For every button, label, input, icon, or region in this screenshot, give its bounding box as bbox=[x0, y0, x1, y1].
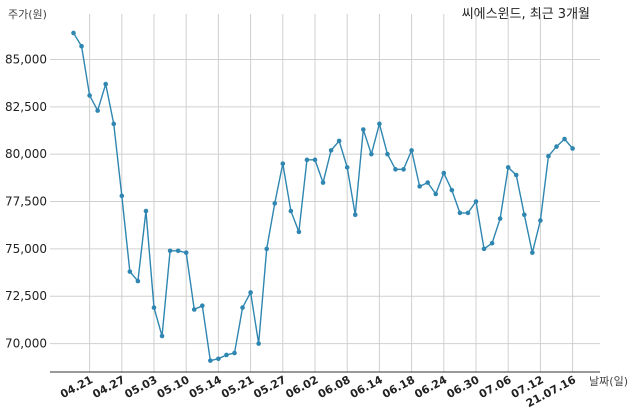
data-point bbox=[135, 278, 141, 284]
data-point bbox=[256, 341, 261, 346]
data-point bbox=[224, 352, 229, 358]
data-point bbox=[175, 248, 181, 254]
data-point bbox=[344, 165, 350, 170]
data-point bbox=[272, 201, 278, 206]
x-tick-label: 05.27 bbox=[251, 373, 288, 401]
x-tick-label: 04.27 bbox=[90, 373, 127, 401]
data-point bbox=[441, 170, 447, 176]
price-series-line bbox=[72, 32, 574, 362]
y-tick-label: 80,000 bbox=[5, 147, 47, 161]
x-axis-label: 날짜(일) bbox=[589, 374, 628, 388]
data-point bbox=[280, 161, 286, 166]
data-point bbox=[409, 148, 414, 153]
data-point bbox=[369, 151, 374, 157]
data-point bbox=[216, 356, 221, 362]
data-point bbox=[151, 305, 157, 310]
data-point bbox=[352, 212, 358, 218]
x-tick-label: 06.08 bbox=[316, 373, 353, 401]
data-point bbox=[361, 127, 366, 132]
data-point bbox=[336, 138, 342, 144]
data-point bbox=[562, 136, 567, 142]
x-tick-label: 06.18 bbox=[380, 373, 417, 401]
data-point bbox=[505, 165, 511, 170]
data-point bbox=[385, 151, 390, 157]
y-gridlines bbox=[50, 58, 600, 345]
data-point bbox=[111, 121, 117, 127]
y-tick-labels: 70,000 72,500 75,000 77,500 80,000 82,500 85,0… bbox=[5, 52, 47, 350]
data-points bbox=[71, 30, 575, 363]
data-point bbox=[465, 210, 471, 216]
x-tick-label: 04.21 bbox=[58, 373, 95, 401]
data-point bbox=[497, 216, 503, 221]
data-point bbox=[570, 146, 575, 151]
data-point bbox=[191, 307, 197, 312]
x-tick-label: 07.06 bbox=[477, 373, 514, 401]
data-point bbox=[377, 121, 382, 127]
data-point bbox=[433, 191, 439, 197]
data-point bbox=[240, 305, 245, 310]
x-tick-label: 05.10 bbox=[155, 373, 192, 401]
data-point bbox=[103, 81, 108, 87]
data-point bbox=[95, 108, 100, 113]
data-point bbox=[530, 250, 535, 255]
data-point bbox=[208, 358, 213, 363]
chart-title: 씨에스윈드, 최근 3개월 bbox=[462, 7, 590, 22]
x-tick-label: 06.30 bbox=[445, 373, 482, 401]
data-point bbox=[473, 199, 479, 204]
y-tick-label: 72,500 bbox=[5, 289, 47, 303]
data-point bbox=[522, 212, 527, 218]
y-axis-label: 주가(원) bbox=[8, 8, 47, 21]
y-tick-label: 82,500 bbox=[5, 100, 47, 114]
data-point bbox=[127, 269, 133, 274]
data-point bbox=[546, 153, 551, 159]
y-tick-label: 70,000 bbox=[5, 337, 47, 351]
data-point bbox=[71, 30, 76, 36]
y-tick-label: 85,000 bbox=[5, 52, 47, 66]
y-tick-label: 77,500 bbox=[5, 195, 47, 209]
data-point bbox=[538, 218, 543, 223]
x-tick-label: 05.14 bbox=[187, 373, 224, 401]
data-point bbox=[264, 246, 270, 252]
data-point bbox=[119, 193, 125, 199]
data-point bbox=[449, 187, 455, 193]
data-point bbox=[304, 157, 310, 163]
x-tick-label: 06.14 bbox=[348, 373, 385, 401]
data-point bbox=[79, 43, 84, 49]
data-point bbox=[296, 229, 302, 235]
data-point bbox=[87, 93, 92, 98]
data-point bbox=[401, 167, 406, 172]
x-tick-label: 06.24 bbox=[412, 373, 449, 401]
x-gridlines bbox=[89, 14, 574, 372]
data-point bbox=[481, 246, 487, 252]
x-tick-labels: 04.2104.2705.0305.1005.1405.2105.2706.02… bbox=[58, 373, 578, 410]
data-point bbox=[159, 333, 165, 339]
data-point bbox=[232, 350, 237, 356]
data-point bbox=[513, 172, 519, 178]
data-point bbox=[183, 250, 189, 255]
data-point bbox=[143, 208, 149, 214]
data-point bbox=[554, 144, 559, 149]
data-point bbox=[288, 208, 294, 214]
data-point bbox=[425, 180, 431, 185]
data-point bbox=[167, 248, 173, 254]
data-point bbox=[393, 167, 398, 172]
data-point bbox=[417, 184, 422, 189]
data-point bbox=[320, 180, 326, 185]
data-point bbox=[248, 290, 253, 295]
data-point bbox=[457, 210, 463, 216]
data-point bbox=[328, 148, 334, 153]
y-tick-label: 75,000 bbox=[5, 242, 47, 256]
x-tick-label: 05.21 bbox=[219, 373, 256, 401]
x-tick-label: 06.02 bbox=[284, 373, 321, 401]
x-tick-label: 05.03 bbox=[123, 373, 160, 401]
data-point bbox=[200, 303, 205, 309]
data-point bbox=[312, 157, 318, 163]
data-point bbox=[489, 240, 495, 246]
